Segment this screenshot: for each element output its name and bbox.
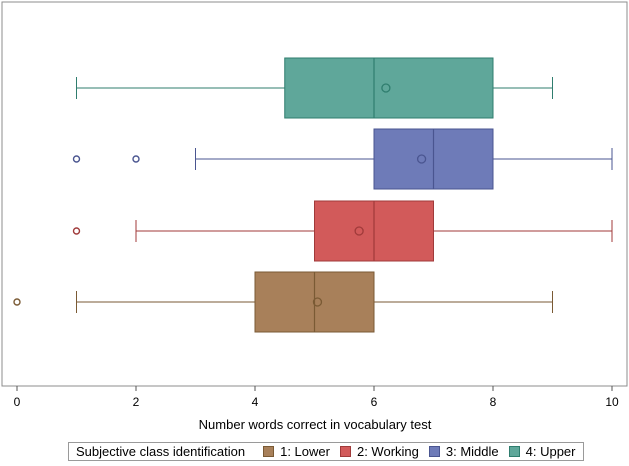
legend-items: 1: Lower 2: Working 3: Middle 4: Upper [263, 444, 576, 459]
outlier-point [13, 298, 21, 306]
legend-label: 1: Lower [280, 444, 330, 459]
x-tick-label: 8 [490, 395, 497, 409]
legend-label: 2: Working [356, 444, 419, 459]
legend-item-3: 3: Middle [428, 444, 499, 459]
mean-marker [381, 83, 391, 93]
x-tick-label: 4 [252, 395, 259, 409]
legend-item-4: 4: Upper [508, 444, 576, 459]
x-tick-label: 0 [14, 395, 21, 409]
x-tick-label: 2 [133, 395, 140, 409]
box-1 [13, 271, 553, 333]
mean-marker [354, 226, 364, 236]
outlier-point [72, 227, 81, 235]
outlier-point [132, 155, 140, 163]
outlier-point [72, 155, 81, 163]
x-axis-title: Number words correct in vocabulary test [199, 417, 432, 432]
mean-marker [312, 297, 323, 307]
legend-swatch [263, 446, 275, 457]
legend-title: Subjective class identification [76, 444, 246, 459]
x-axis-ticks: 0 2 4 6 8 10 [14, 386, 619, 409]
x-tick-label: 6 [371, 395, 378, 409]
box-2 [72, 200, 613, 262]
legend-label: 3: Middle [445, 444, 499, 459]
legend-swatch [339, 446, 351, 457]
legend-swatch [508, 446, 520, 457]
box-3 [72, 128, 613, 190]
legend-swatch [428, 446, 440, 457]
legend-item-2: 2: Working [339, 444, 419, 459]
legend-item-1: 1: Lower [263, 444, 330, 459]
box-group [13, 57, 613, 333]
legend-label: 4: Upper [525, 444, 576, 459]
iqr-box [284, 57, 494, 119]
mean-marker [416, 154, 427, 164]
legend: Subjective class identification 1: Lower… [68, 442, 584, 461]
box-4 [76, 57, 553, 119]
x-tick-label: 10 [605, 395, 619, 409]
